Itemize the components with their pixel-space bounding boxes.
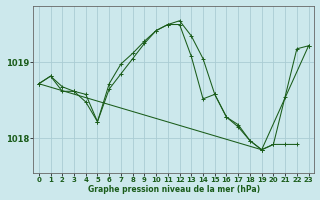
X-axis label: Graphe pression niveau de la mer (hPa): Graphe pression niveau de la mer (hPa) (88, 185, 260, 194)
